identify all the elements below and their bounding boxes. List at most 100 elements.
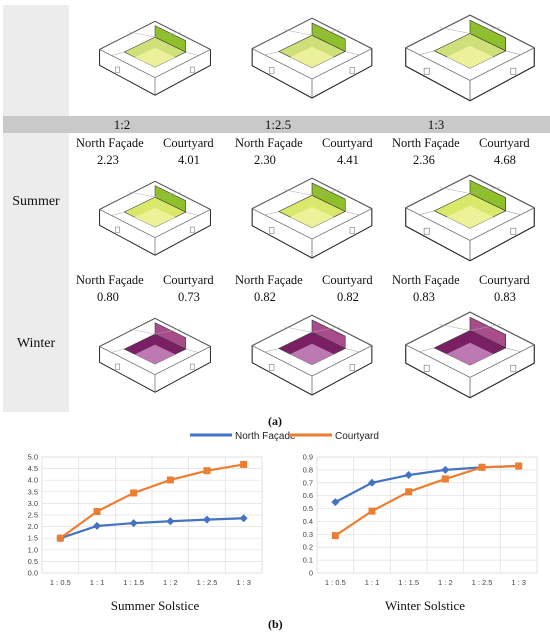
model-shape [128,328,156,335]
summer-x-tick-label: 1 : 3 [236,578,251,587]
winter-courtyard-point [515,462,523,470]
model-shape [469,187,501,194]
model-shape [311,319,346,349]
model-shape [423,227,430,235]
model-shape [115,66,121,73]
model-shape [134,344,176,365]
winter-courtyard-point [478,463,486,471]
winter-y-tick-label: 0.2 [303,543,313,552]
model-shape [154,322,187,350]
model-shape [290,343,334,365]
summer-courtyard-point [166,476,174,484]
model-shape [134,47,176,68]
model-shape [469,27,501,34]
summer-courtyard-point [203,467,211,475]
model-shape [251,177,373,240]
summer-north-facade-point [93,521,101,530]
model-shape [349,67,355,74]
winter-north-label-1: North Façade [76,273,144,287]
panel-b-caption: (b) [268,617,283,631]
model-shape [264,348,279,353]
season-side-panel [3,133,69,412]
model-shape [345,348,360,353]
model-shape [251,17,373,80]
model-shape [505,347,522,353]
model-shape [98,20,212,78]
model-shape [469,316,507,349]
model-shape [185,348,200,353]
winter-courtyard-point [441,475,449,483]
winter-courtyard-point [405,488,413,496]
model-shape [311,29,341,36]
ratio-label-3: 1:3 [427,117,445,132]
season-winter-label: Winter [16,336,56,351]
model-shape [423,364,430,372]
model-shape [128,31,156,38]
model-shape [469,324,501,331]
ratio-label-2: 1:2.5 [264,117,292,132]
model-shape [345,51,360,56]
summer-x-tick-label: 1 : 1 [90,578,105,587]
winter-y-tick-label: 0.8 [303,465,313,474]
model-shape [345,211,360,216]
winter-x-tick-label: 1 : 2.5 [472,578,493,587]
summer-court-label-3: Courtyard [479,136,530,150]
model-shape [311,326,341,333]
model-shape [134,207,176,228]
model-shape [423,67,430,75]
model-shape [189,66,195,73]
summer-chart-title: Summer Solstice [110,598,200,613]
model-shape [110,211,125,216]
model-shape [290,46,334,68]
summer-court-value-2: 4.41 [337,153,359,167]
model-shape [283,189,313,196]
model-shape [98,317,212,375]
summer-north-value-3: 2.36 [413,153,435,167]
winter-courtyard-point [368,507,376,515]
courtyard-model-1-3 [405,14,535,102]
winter-court-value-3: 0.83 [494,290,516,304]
winter-x-tick-label: 1 : 1 [365,578,380,587]
model-shape [115,226,121,233]
model-shape [154,328,182,335]
model-shape [269,67,275,74]
winter-y-tick-label: 0.5 [303,504,313,513]
summer-y-tick-label: 1.5 [28,534,38,543]
model-shape [311,22,346,52]
winter-series-line-courtyard [334,464,519,537]
model-shape [405,311,535,378]
winter-solstice-chart: 0 0.1 0.2 0.3 0.4 0.5 0.6 0.7 0.8 0.9 1 : 0.5 1 : 1… [303,453,538,587]
winter-court-value-2: 0.82 [337,290,359,304]
model-shape [349,364,355,371]
model-shape [311,182,346,212]
model-shape [154,185,187,213]
model-shape [154,191,182,198]
winter-north-facade-point [404,471,413,480]
courtyard-model-2-3 [405,174,535,262]
winter-courtyard-point [331,532,339,540]
model-shape [505,210,522,216]
summer-series-line-north-facade [59,517,244,540]
summer-north-facade-point [129,519,138,528]
model-shape [439,324,471,331]
summer-y-tick-label: 4.5 [28,464,38,473]
winter-x-tick-label: 1 : 0.5 [325,578,346,587]
model-shape [154,31,182,38]
model-shape [510,364,517,372]
winter-court-label-2: Courtyard [322,273,373,287]
winter-north-value-2: 0.82 [254,290,276,304]
summer-y-tick-label: 3.0 [28,499,38,508]
model-shape [439,187,471,194]
courtyard-model-3-1 [98,317,212,393]
summer-courtyard-point [56,534,64,542]
ratio-header-band [3,116,550,133]
winter-y-tick-label: 0 [309,569,313,578]
summer-court-label-2: Courtyard [322,136,373,150]
model-shape [283,29,313,36]
winter-north-label-3: North Façade [392,273,460,287]
model-shape [418,50,435,56]
model-shape [349,227,355,234]
summer-solstice-chart: 0.0 0.5 1.0 1.5 2.0 2.5 3.0 3.5 4.0 4.5 5.0 1 : 0.5… [28,453,263,587]
model-shape [251,314,373,377]
winter-y-tick-label: 0.9 [303,453,313,462]
